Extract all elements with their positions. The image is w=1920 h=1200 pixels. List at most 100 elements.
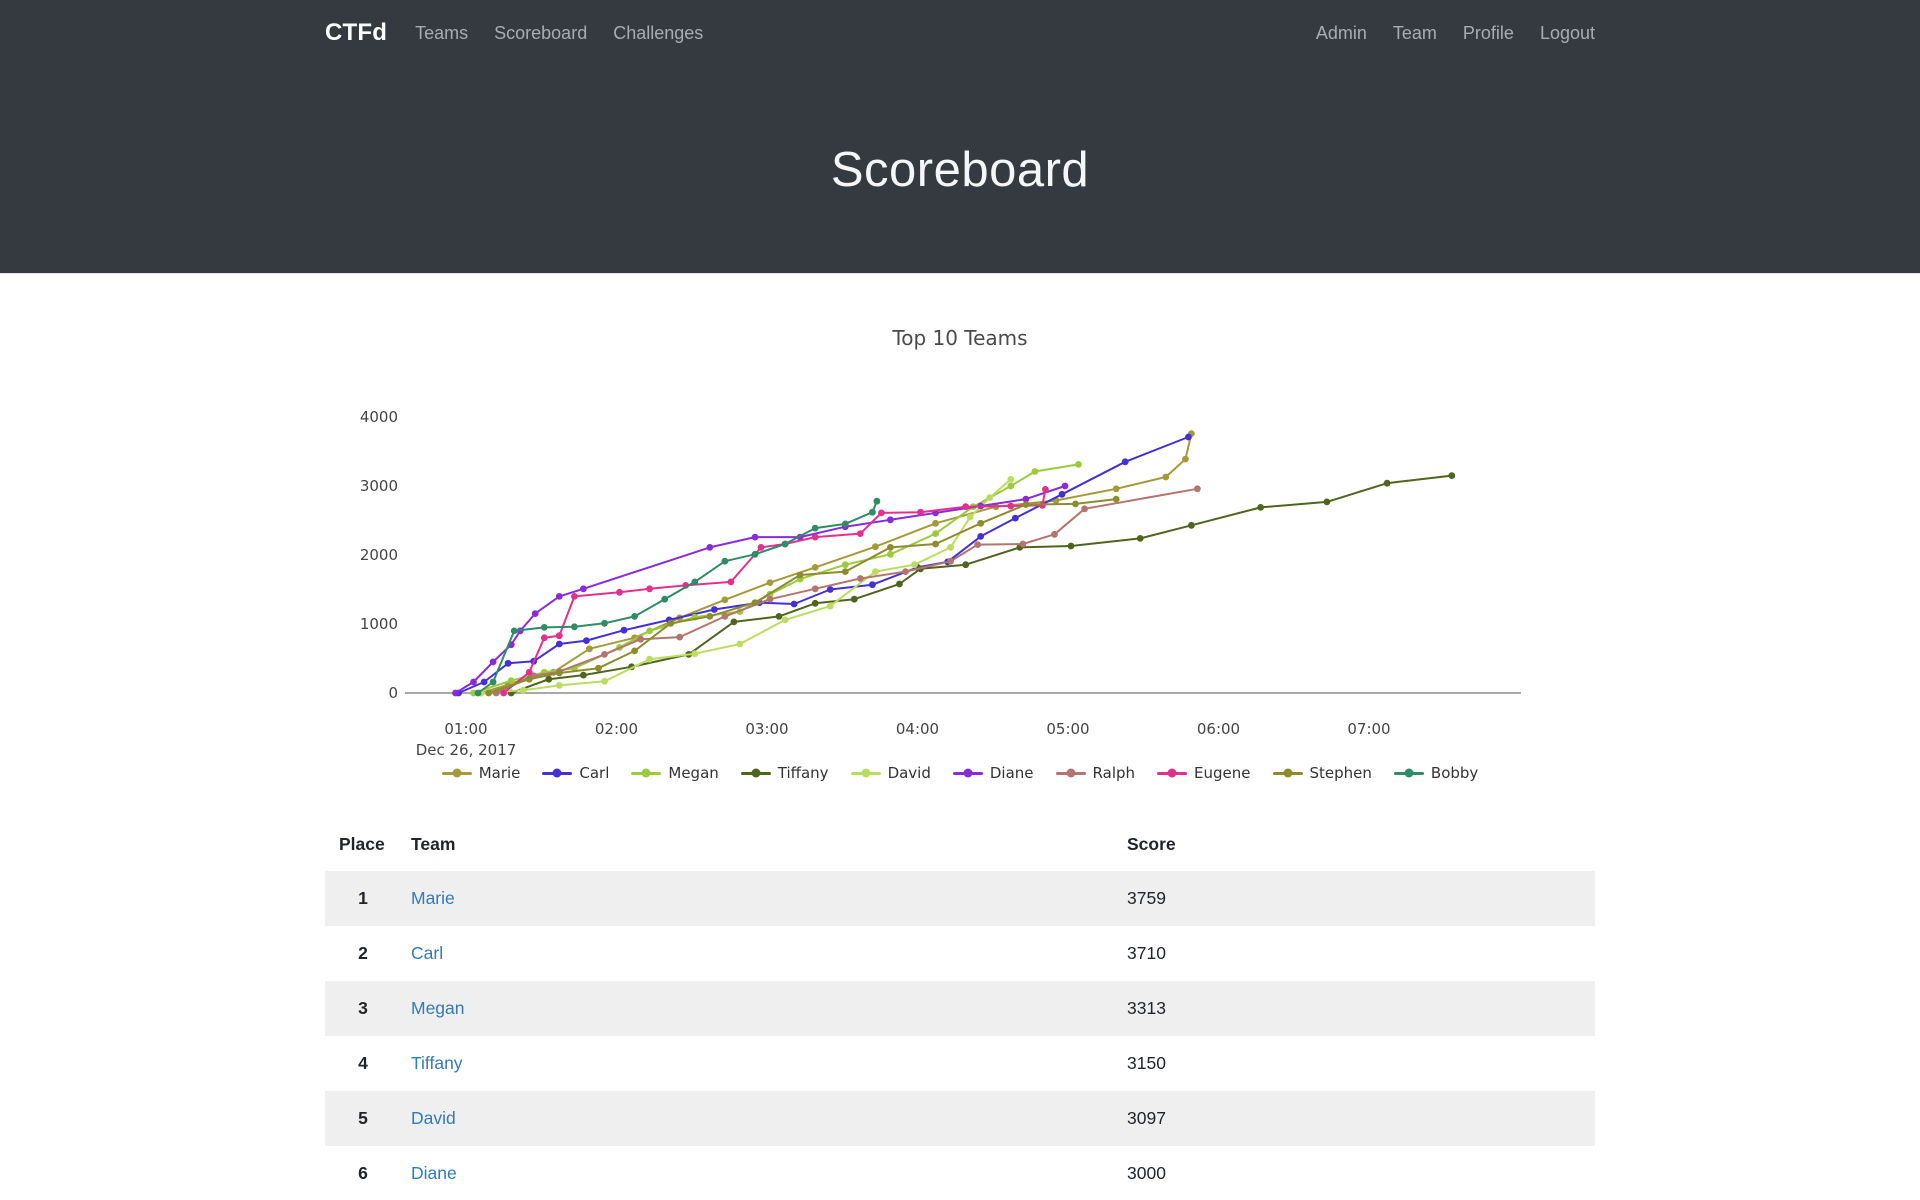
data-point-ralph[interactable] [947,557,954,565]
data-point-eugene[interactable] [525,668,533,676]
data-point-ralph[interactable] [1081,505,1088,513]
nav-item-logout[interactable]: Logout [1539,22,1595,43]
data-point-eugene[interactable] [878,509,885,517]
data-point-ralph[interactable] [766,595,774,603]
data-point-diane[interactable] [555,593,563,600]
series-line-stephen[interactable] [488,498,1117,694]
data-point-david[interactable] [826,602,834,610]
data-point-stephen[interactable] [1072,500,1079,508]
data-point-tiffany[interactable] [1383,479,1391,487]
legend-item-megan[interactable]: Megan [631,764,719,782]
legend-item-tiffany[interactable]: Tiffany [740,764,829,782]
team-link-marie[interactable]: Marie [411,888,455,908]
data-point-eugene[interactable] [555,632,563,640]
data-point-stephen[interactable] [796,571,804,579]
score-graph[interactable]: 0 1000 2000 3000 4000 01:00 02:00 03:00 04:00 05:… [325,368,1595,760]
data-point-bobby[interactable] [721,557,729,565]
data-point-ralph[interactable] [811,585,819,593]
data-point-david[interactable] [911,561,918,569]
data-point-ralph[interactable] [721,613,729,620]
data-point-ralph[interactable] [902,568,909,575]
data-point-tiffany[interactable] [896,580,903,588]
data-point-stephen[interactable] [555,669,563,677]
data-point-carl[interactable] [1011,514,1019,522]
data-point-bobby[interactable] [873,497,881,505]
data-point-david[interactable] [947,544,954,551]
data-point-megan[interactable] [887,550,894,558]
data-point-ralph[interactable] [637,635,644,643]
data-point-megan[interactable] [1031,468,1039,475]
data-point-david[interactable] [736,640,744,648]
data-point-stephen[interactable] [706,613,714,620]
data-point-carl[interactable] [1185,433,1192,441]
data-point-david[interactable] [872,568,879,575]
data-point-marie[interactable] [811,564,819,571]
data-point-tiffany[interactable] [1188,521,1195,529]
data-point-carl[interactable] [710,606,718,613]
data-point-ralph[interactable] [1051,530,1058,538]
data-point-carl[interactable] [480,678,488,686]
data-point-bobby[interactable] [841,520,849,528]
data-point-carl[interactable] [869,581,876,589]
legend-item-carl[interactable]: Carl [542,764,609,782]
nav-item-profile[interactable]: Profile [1462,22,1514,43]
data-point-bobby[interactable] [751,550,759,558]
nav-item-scoreboard[interactable]: Scoreboard [494,22,588,43]
data-point-carl[interactable] [555,640,563,648]
data-point-marie[interactable] [721,596,729,604]
data-point-tiffany[interactable] [580,671,587,679]
data-point-bobby[interactable] [631,613,638,620]
data-point-stephen[interactable] [1112,495,1120,503]
legend-item-ralph[interactable]: Ralph [1055,764,1135,782]
data-point-marie[interactable] [1112,485,1120,493]
data-point-david[interactable] [519,686,527,694]
data-point-stephen[interactable] [1022,501,1030,508]
data-point-bobby[interactable] [510,627,518,635]
data-point-diane[interactable] [887,516,894,524]
data-point-megan[interactable] [1075,461,1082,468]
data-point-stephen[interactable] [595,664,602,672]
data-point-tiffany[interactable] [962,561,970,569]
data-point-david[interactable] [601,677,608,685]
brand-logo[interactable]: CTFd [325,19,388,46]
data-point-diane[interactable] [751,533,759,541]
data-point-diane[interactable] [470,678,477,686]
data-point-eugene[interactable] [917,508,924,516]
team-link-megan[interactable]: Megan [411,998,465,1018]
team-link-carl[interactable]: Carl [411,943,444,963]
data-point-marie[interactable] [932,519,939,527]
series-line-tiffany[interactable] [510,474,1452,694]
data-point-stephen[interactable] [932,540,939,548]
series-line-ralph[interactable] [495,487,1198,694]
data-point-ralph[interactable] [856,575,864,582]
data-point-bobby[interactable] [661,595,669,603]
data-point-eugene[interactable] [757,544,765,551]
series-line-carl[interactable] [458,436,1189,694]
data-point-megan[interactable] [646,627,653,635]
data-point-marie[interactable] [872,543,879,551]
data-point-bobby[interactable] [811,524,819,532]
data-point-marie[interactable] [1182,455,1189,463]
data-point-david[interactable] [986,494,994,502]
data-point-tiffany[interactable] [1136,535,1144,542]
data-point-david[interactable] [646,655,653,663]
legend-item-david[interactable]: David [850,764,931,782]
data-point-ralph[interactable] [1194,485,1201,493]
legend-item-diane[interactable]: Diane [952,764,1034,782]
data-point-tiffany[interactable] [1067,542,1075,550]
legend-item-stephen[interactable]: Stephen [1272,764,1372,782]
data-point-marie[interactable] [1162,473,1170,481]
data-point-eugene[interactable] [811,533,819,541]
data-point-bobby[interactable] [869,508,876,516]
data-point-eugene[interactable] [500,689,507,697]
data-point-eugene[interactable] [856,530,864,537]
data-point-marie[interactable] [766,579,774,586]
data-point-ralph[interactable] [601,651,608,658]
data-point-eugene[interactable] [1042,486,1049,493]
data-point-tiffany[interactable] [850,595,858,603]
data-point-tiffany[interactable] [1323,498,1331,506]
data-point-stephen[interactable] [887,544,894,551]
data-point-stephen[interactable] [977,519,985,527]
data-point-eugene[interactable] [571,593,578,600]
data-point-megan[interactable] [932,530,939,537]
